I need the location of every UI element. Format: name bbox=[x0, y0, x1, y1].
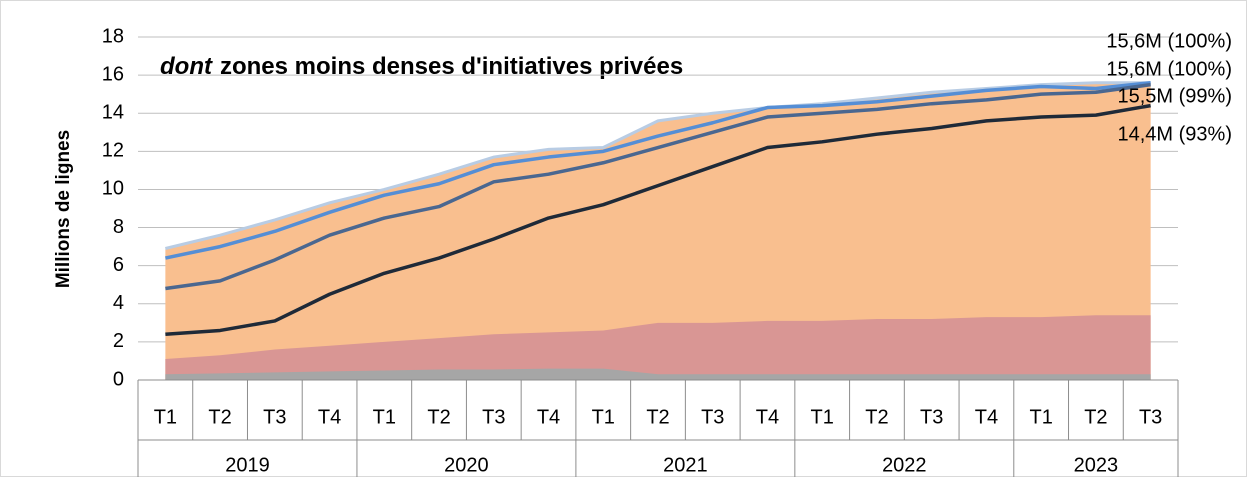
x-tick-label: T4 bbox=[975, 406, 998, 428]
x-tick-label: T4 bbox=[318, 406, 341, 428]
x-tick-label: T3 bbox=[1139, 406, 1162, 428]
title-emphasis: dont bbox=[160, 53, 213, 80]
x-tick-label: T3 bbox=[920, 406, 943, 428]
x-tick-label: T4 bbox=[756, 406, 779, 428]
chart-title: dont zones moins denses d'initiatives pri… bbox=[160, 53, 683, 80]
end-label: 15,6M (100%) bbox=[1106, 58, 1232, 80]
y-tick-label: 4 bbox=[113, 292, 124, 314]
x-tick-label: T2 bbox=[646, 406, 669, 428]
x-tick-label: T2 bbox=[1084, 406, 1107, 428]
x-tick-label: T2 bbox=[865, 406, 888, 428]
year-label: 2022 bbox=[882, 454, 927, 476]
year-label: 2023 bbox=[1074, 454, 1119, 476]
area bbox=[165, 315, 1151, 380]
area-edge bbox=[165, 81, 1151, 250]
x-tick-label: T1 bbox=[592, 406, 615, 428]
x-tick-label: T1 bbox=[154, 406, 177, 428]
year-label: 2019 bbox=[225, 454, 270, 476]
x-tick-label: T3 bbox=[701, 406, 724, 428]
end-label: 15,5M (99%) bbox=[1118, 85, 1233, 107]
year-label: 2020 bbox=[444, 454, 489, 476]
y-tick-label: 8 bbox=[113, 216, 124, 238]
area bbox=[165, 82, 1151, 380]
y-tick-label: 10 bbox=[102, 178, 124, 200]
end-label: 15,6M (100%) bbox=[1106, 30, 1232, 52]
y-tick-label: 12 bbox=[102, 140, 124, 162]
y-axis-label: Millions de lignes bbox=[53, 130, 74, 288]
x-tick-label: T1 bbox=[373, 406, 396, 428]
x-tick-label: T2 bbox=[427, 406, 450, 428]
x-tick-label: T4 bbox=[537, 406, 560, 428]
y-tick-label: 6 bbox=[113, 254, 124, 276]
title-text: zones moins denses d'initiatives privées bbox=[220, 53, 683, 80]
x-tick-label: T3 bbox=[263, 406, 286, 428]
x-tick-label: T1 bbox=[1029, 406, 1052, 428]
year-label: 2021 bbox=[663, 454, 708, 476]
y-tick-label: 2 bbox=[113, 330, 124, 352]
line bbox=[165, 103, 1151, 337]
area bbox=[165, 368, 1151, 380]
line bbox=[165, 80, 1151, 260]
y-tick-label: 0 bbox=[113, 368, 124, 390]
x-tick-label: T2 bbox=[208, 406, 231, 428]
x-tick-label: T3 bbox=[482, 406, 505, 428]
line bbox=[165, 82, 1151, 291]
end-label: 14,4M (93%) bbox=[1118, 123, 1233, 145]
y-tick-label: 18 bbox=[102, 25, 124, 47]
y-tick-label: 16 bbox=[102, 63, 124, 85]
x-tick-label: T1 bbox=[811, 406, 834, 428]
y-tick-label: 14 bbox=[102, 102, 124, 124]
